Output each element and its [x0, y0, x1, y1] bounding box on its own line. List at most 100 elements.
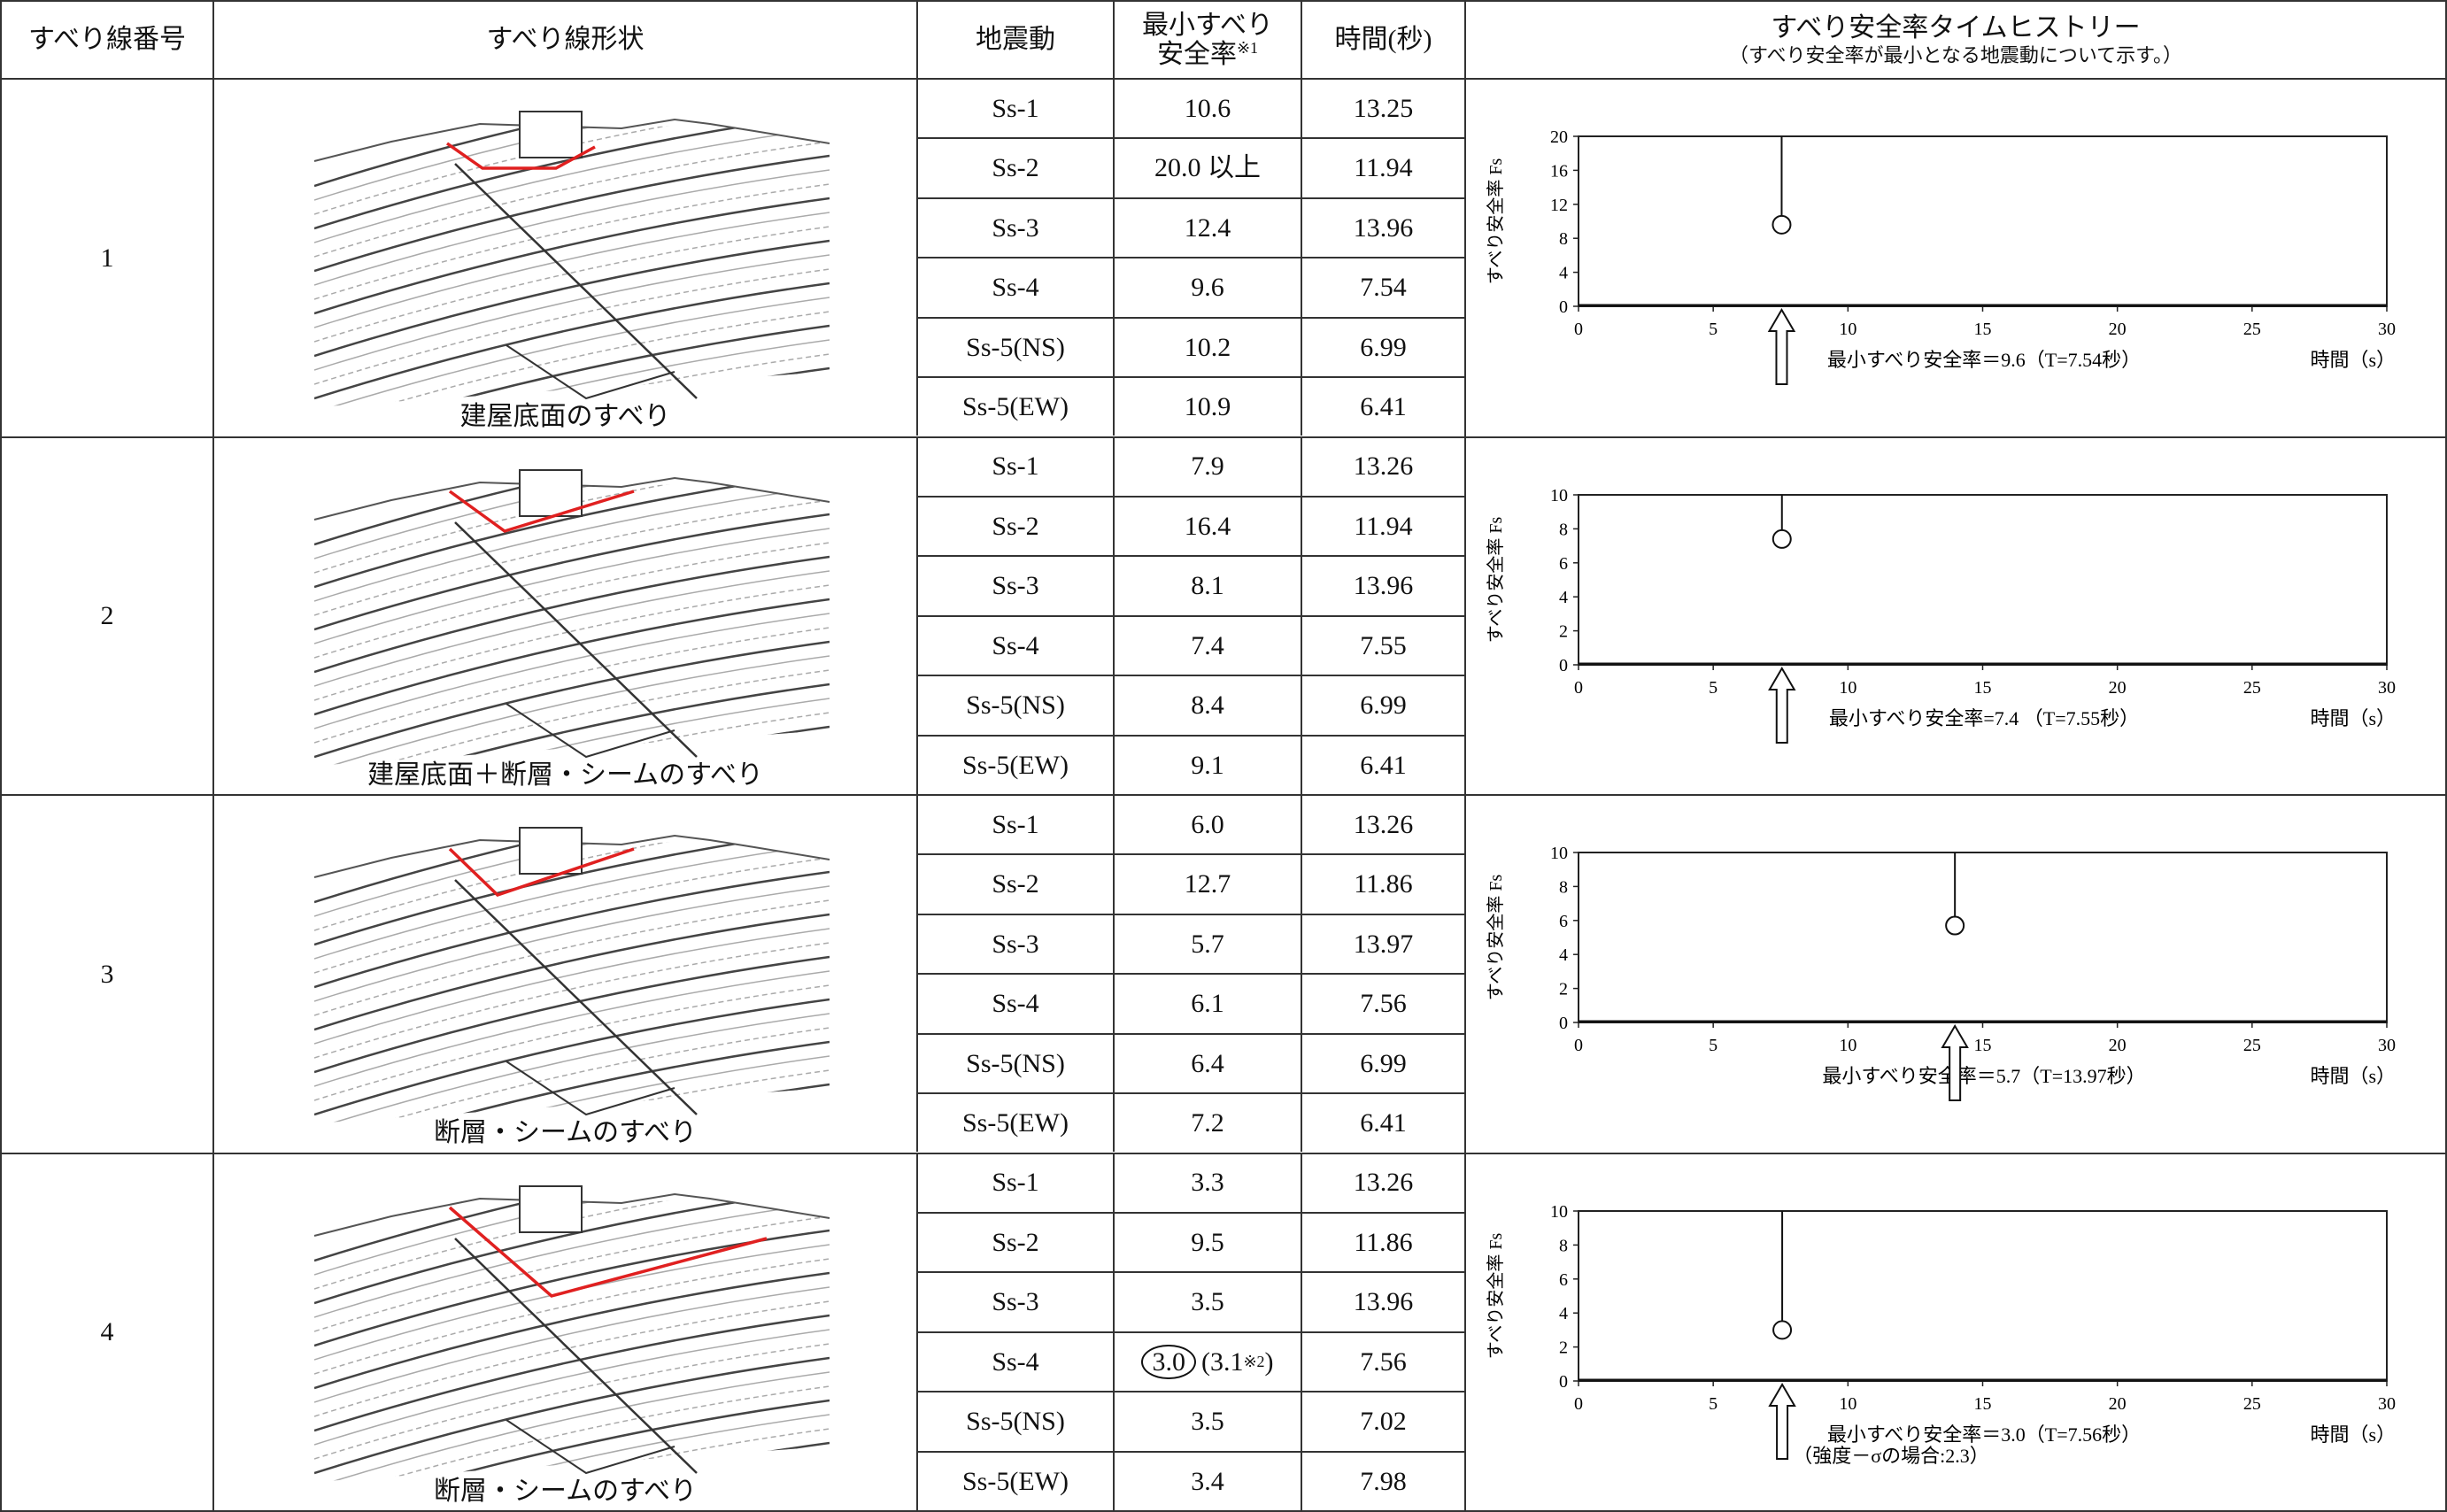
- x-tick-label: 15: [1974, 678, 1992, 698]
- stratum: [314, 141, 830, 258]
- fs-cell: 3.5: [1113, 1271, 1301, 1331]
- stratum: [314, 1215, 830, 1332]
- motion-cell: Ss-5(NS): [916, 1391, 1113, 1451]
- time-cell: 13.25: [1301, 78, 1464, 138]
- stratum: [314, 124, 830, 188]
- stratum: [314, 942, 830, 1059]
- stratum: [314, 697, 830, 766]
- fs-value: 12.7: [1184, 869, 1231, 899]
- motion: Ss-1: [992, 1168, 1039, 1198]
- stratum: [314, 1257, 830, 1375]
- fs-value: 10.9: [1184, 392, 1231, 422]
- time-cell: 6.99: [1301, 316, 1464, 377]
- time-cell: 6.99: [1301, 675, 1464, 735]
- x-tick-label: 0: [1574, 1036, 1583, 1055]
- motion: Ss-5(EW): [962, 1466, 1069, 1496]
- time: 13.26: [1353, 809, 1414, 839]
- y-axis-label: すべり安全率 Fs: [1486, 158, 1506, 285]
- fs-value: 3.0: [1141, 1344, 1196, 1380]
- stratum: [314, 1285, 830, 1403]
- fs-cell: 3.4: [1113, 1450, 1301, 1510]
- header-text: 地震動: [976, 25, 1055, 55]
- y-tick-label: 6: [1559, 1269, 1568, 1289]
- stratum: [314, 984, 830, 1101]
- fs-cell: 9.6: [1113, 257, 1301, 317]
- motion-cell: Ss-2: [916, 137, 1113, 197]
- shape-caption: 断層・シームのすべり: [434, 1118, 697, 1147]
- stratum: [314, 239, 830, 358]
- slip-number: 1: [100, 243, 114, 273]
- time: 7.98: [1360, 1466, 1407, 1496]
- motion-cell: Ss-5(NS): [916, 1032, 1113, 1093]
- y-tick-label: 8: [1559, 229, 1568, 249]
- y-tick-label: 4: [1559, 945, 1568, 965]
- time-cell: 6.41: [1301, 1092, 1464, 1153]
- header-note: （すべり安全率が最小となる地震動について示す。）: [1729, 44, 2182, 67]
- stratum: [314, 1427, 830, 1482]
- stratum: [314, 683, 830, 766]
- time: 7.56: [1360, 1346, 1407, 1377]
- stratum: [314, 998, 830, 1116]
- number-cell: 4: [0, 1152, 212, 1510]
- motion: Ss-5(EW): [962, 1108, 1069, 1138]
- fs-value: 6.0: [1191, 809, 1224, 839]
- time-cell: 6.99: [1301, 1032, 1464, 1093]
- time-cell: 11.86: [1301, 1211, 1464, 1272]
- chart-cell: 0 2 4 6 8 10 0 5 10 15 20 25 30 すべり安全率 Fs 時間（s） 最小すべり安全…: [1464, 436, 2445, 794]
- fs-cell: 9.1: [1113, 734, 1301, 794]
- y-tick-label: 10: [1550, 486, 1568, 505]
- arrow: [1768, 1382, 1796, 1460]
- motion: Ss-5(NS): [966, 332, 1065, 362]
- time-cell: 13.96: [1301, 1271, 1464, 1331]
- ground: [313, 1192, 830, 1237]
- motion-cell: Ss-1: [916, 78, 1113, 138]
- fs-cell: 3.3: [1113, 1152, 1301, 1212]
- time: 11.86: [1354, 869, 1413, 899]
- y-tick-label: 8: [1559, 877, 1568, 897]
- number-cell: 1: [0, 78, 212, 436]
- fs-cell: 6.0: [1113, 794, 1301, 854]
- fault-branch: [506, 1061, 675, 1116]
- x-tick-label: 10: [1839, 1394, 1856, 1414]
- cross-section: [313, 468, 830, 766]
- time: 7.55: [1360, 630, 1407, 660]
- ground: [313, 118, 830, 162]
- fs-note-sup: ※2: [1243, 1353, 1265, 1370]
- ground: [313, 834, 830, 878]
- time-cell: 6.41: [1301, 376, 1464, 436]
- building: [519, 1184, 583, 1233]
- motion: Ss-4: [992, 1346, 1039, 1377]
- time: 13.96: [1353, 571, 1414, 601]
- stratum: [314, 626, 830, 744]
- annotation: 最小すべり安全率＝9.6（T=7.54秒）: [1827, 349, 2141, 371]
- time-cell: 11.86: [1301, 853, 1464, 914]
- motion-cell: Ss-2: [916, 853, 1113, 914]
- stratum: [314, 857, 830, 974]
- motion: Ss-5(NS): [966, 1407, 1065, 1437]
- chart: 0 4 8 12 16 20 0 5 10 15 20 25 30 すべり安全率 Fs 時間（s） 最小すべり…: [1486, 127, 2396, 385]
- stratum: [314, 843, 830, 960]
- x-tick-label: 0: [1574, 1394, 1583, 1414]
- plot-frame: [1578, 493, 2388, 666]
- motion: Ss-3: [992, 929, 1039, 959]
- shape-cell: 断層・シームのすべり: [212, 1152, 916, 1510]
- motion: Ss-4: [992, 630, 1039, 660]
- motion-cell: Ss-5(EW): [916, 376, 1113, 436]
- fs-value: 7.4: [1191, 630, 1224, 660]
- time: 7.02: [1360, 1407, 1407, 1437]
- x-tick-label: 10: [1839, 1036, 1856, 1055]
- motion-cell: Ss-3: [916, 1271, 1113, 1331]
- motion: Ss-1: [992, 93, 1039, 123]
- stratum: [314, 1370, 830, 1482]
- motion: Ss-2: [992, 869, 1039, 899]
- x-tick-label: 10: [1839, 678, 1856, 698]
- fs-cell: 10.9: [1113, 376, 1301, 436]
- stratum: [314, 513, 830, 630]
- time-cell: 6.41: [1301, 734, 1464, 794]
- fs-cell: 10.6: [1113, 78, 1301, 138]
- motion-cell: Ss-4: [916, 973, 1113, 1033]
- number-cell: 3: [0, 794, 212, 1153]
- fs-value: 7.2: [1191, 1108, 1224, 1138]
- x-axis-label: 時間（s）: [2310, 349, 2396, 371]
- fs-cell: 5.7: [1113, 913, 1301, 974]
